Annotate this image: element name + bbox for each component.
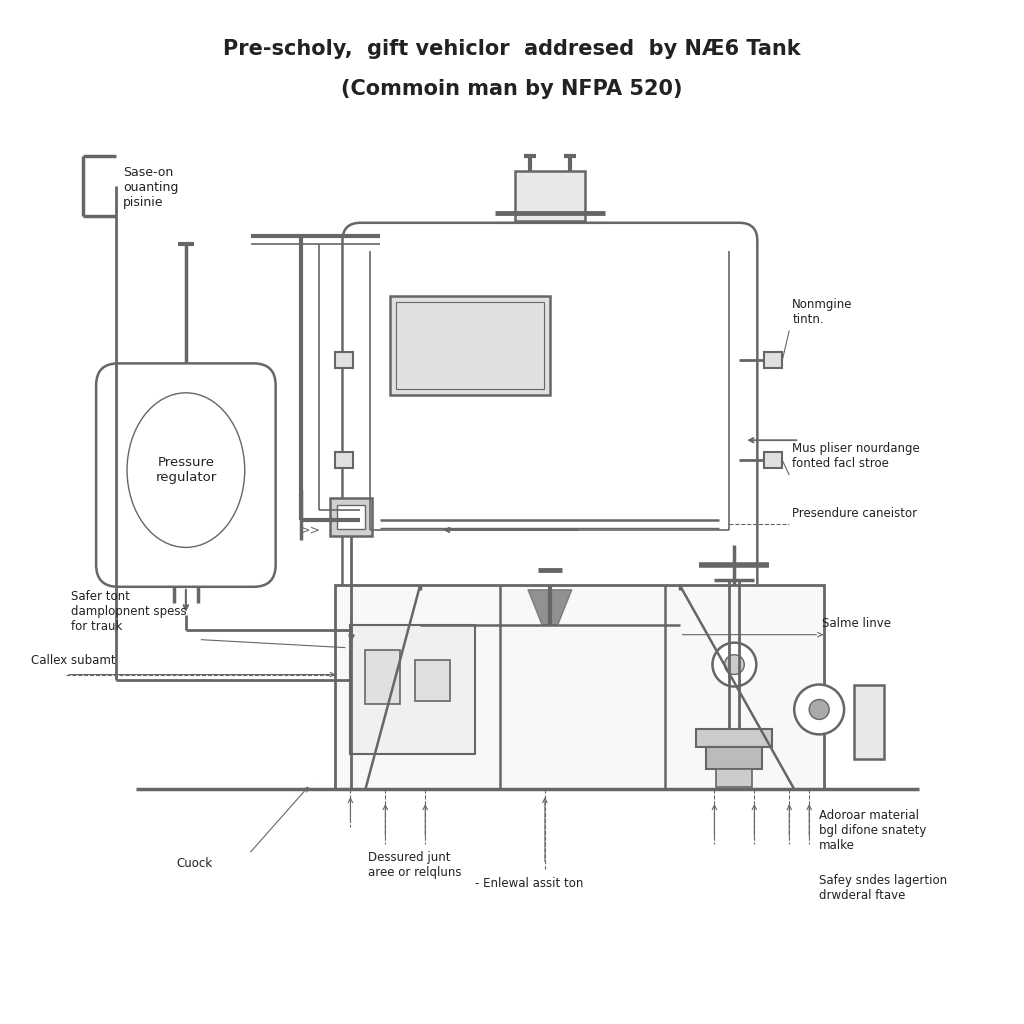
Bar bbox=[331, 498, 373, 536]
Bar bbox=[764, 352, 782, 369]
Bar bbox=[336, 352, 353, 369]
Bar bbox=[338, 505, 366, 529]
Bar bbox=[416, 659, 451, 701]
Circle shape bbox=[795, 684, 844, 734]
Bar bbox=[396, 302, 544, 389]
Bar bbox=[336, 585, 824, 790]
Bar bbox=[336, 453, 353, 468]
Text: Callex subamt: Callex subamt bbox=[32, 653, 116, 667]
Text: Sase-on
ouanting
pisinie: Sase-on ouanting pisinie bbox=[123, 166, 178, 209]
Text: - Enlewal assit ton: - Enlewal assit ton bbox=[475, 877, 584, 890]
Text: Pressure
regulator: Pressure regulator bbox=[156, 456, 216, 484]
Text: Presendure caneistor: Presendure caneistor bbox=[793, 507, 918, 520]
Text: Safey sndes lagertion
drwderal ftave: Safey sndes lagertion drwderal ftave bbox=[819, 874, 947, 902]
Bar bbox=[854, 684, 884, 760]
Text: Mus pliser nourdange
fonted facl stroe: Mus pliser nourdange fonted facl stroe bbox=[793, 442, 920, 470]
Polygon shape bbox=[528, 590, 571, 625]
Text: Salme linve: Salme linve bbox=[822, 616, 891, 630]
Text: Nonmgine
tintn.: Nonmgine tintn. bbox=[793, 298, 853, 326]
Bar bbox=[707, 748, 762, 769]
Circle shape bbox=[809, 699, 829, 720]
Text: (Commoin man by NFPA 520): (Commoin man by NFPA 520) bbox=[341, 79, 683, 99]
FancyBboxPatch shape bbox=[96, 364, 275, 587]
Text: Pre-scholy,  gift vehiclor  addresed  by NÆ6 Tank: Pre-scholy, gift vehiclor addresed by NÆ… bbox=[223, 39, 801, 59]
Bar bbox=[515, 171, 585, 221]
Bar bbox=[350, 625, 475, 755]
Bar bbox=[717, 769, 753, 787]
Bar bbox=[764, 453, 782, 468]
Bar bbox=[366, 649, 400, 705]
Text: >>: >> bbox=[300, 523, 322, 537]
Text: Cuock: Cuock bbox=[176, 857, 212, 870]
Bar bbox=[390, 296, 550, 395]
Bar bbox=[696, 729, 772, 748]
Text: Adoroar material
bgl difone snatety
malke: Adoroar material bgl difone snatety malk… bbox=[819, 809, 927, 852]
Circle shape bbox=[725, 654, 744, 675]
Text: Dessured junt
aree or relqluns: Dessured junt aree or relqluns bbox=[369, 851, 462, 879]
FancyBboxPatch shape bbox=[342, 223, 758, 628]
Circle shape bbox=[713, 643, 757, 686]
Text: Safer tont
damplopnent spess
for trauk: Safer tont damplopnent spess for trauk bbox=[72, 590, 186, 633]
